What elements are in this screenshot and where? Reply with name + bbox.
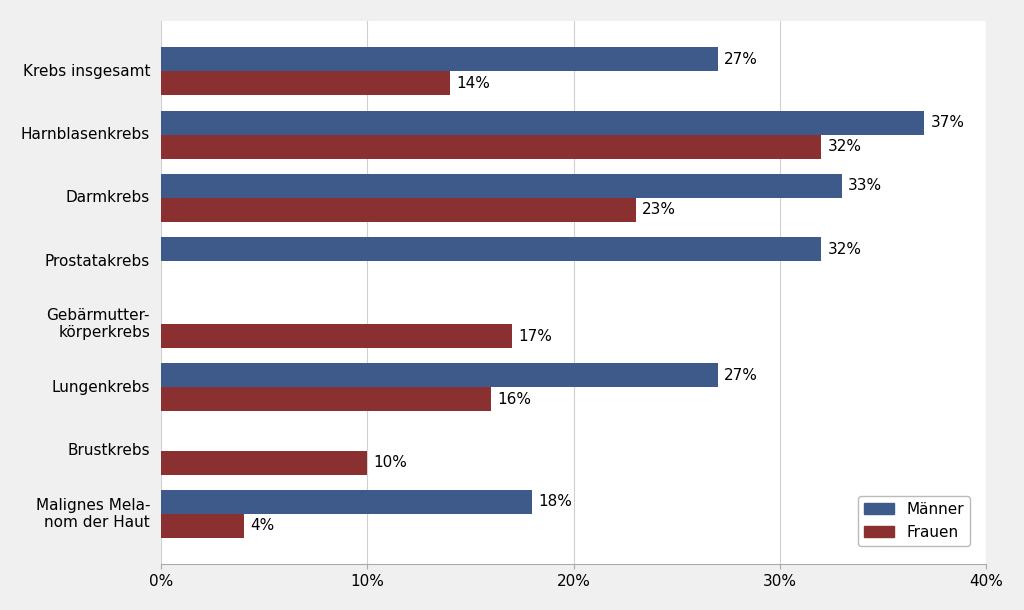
- Text: 27%: 27%: [724, 52, 758, 67]
- Text: 14%: 14%: [456, 76, 490, 91]
- Bar: [161, 71, 450, 95]
- Text: 33%: 33%: [848, 178, 882, 193]
- Text: 32%: 32%: [827, 242, 861, 257]
- Text: 32%: 32%: [827, 139, 861, 154]
- Bar: [161, 387, 492, 412]
- Text: 18%: 18%: [539, 494, 572, 509]
- Bar: [161, 110, 925, 135]
- Bar: [161, 174, 842, 198]
- Bar: [161, 490, 532, 514]
- Text: 17%: 17%: [518, 329, 552, 344]
- Legend: Männer, Frauen: Männer, Frauen: [858, 496, 971, 546]
- Text: 27%: 27%: [724, 368, 758, 383]
- Bar: [161, 135, 821, 159]
- Text: 4%: 4%: [250, 518, 274, 533]
- Bar: [161, 451, 368, 475]
- Bar: [161, 364, 718, 387]
- Bar: [161, 514, 244, 538]
- Bar: [161, 325, 512, 348]
- Text: 10%: 10%: [374, 455, 408, 470]
- Text: 37%: 37%: [931, 115, 965, 130]
- Bar: [161, 48, 718, 71]
- Text: 16%: 16%: [498, 392, 531, 407]
- Text: 23%: 23%: [642, 203, 676, 217]
- Bar: [161, 237, 821, 261]
- Bar: [161, 198, 636, 222]
